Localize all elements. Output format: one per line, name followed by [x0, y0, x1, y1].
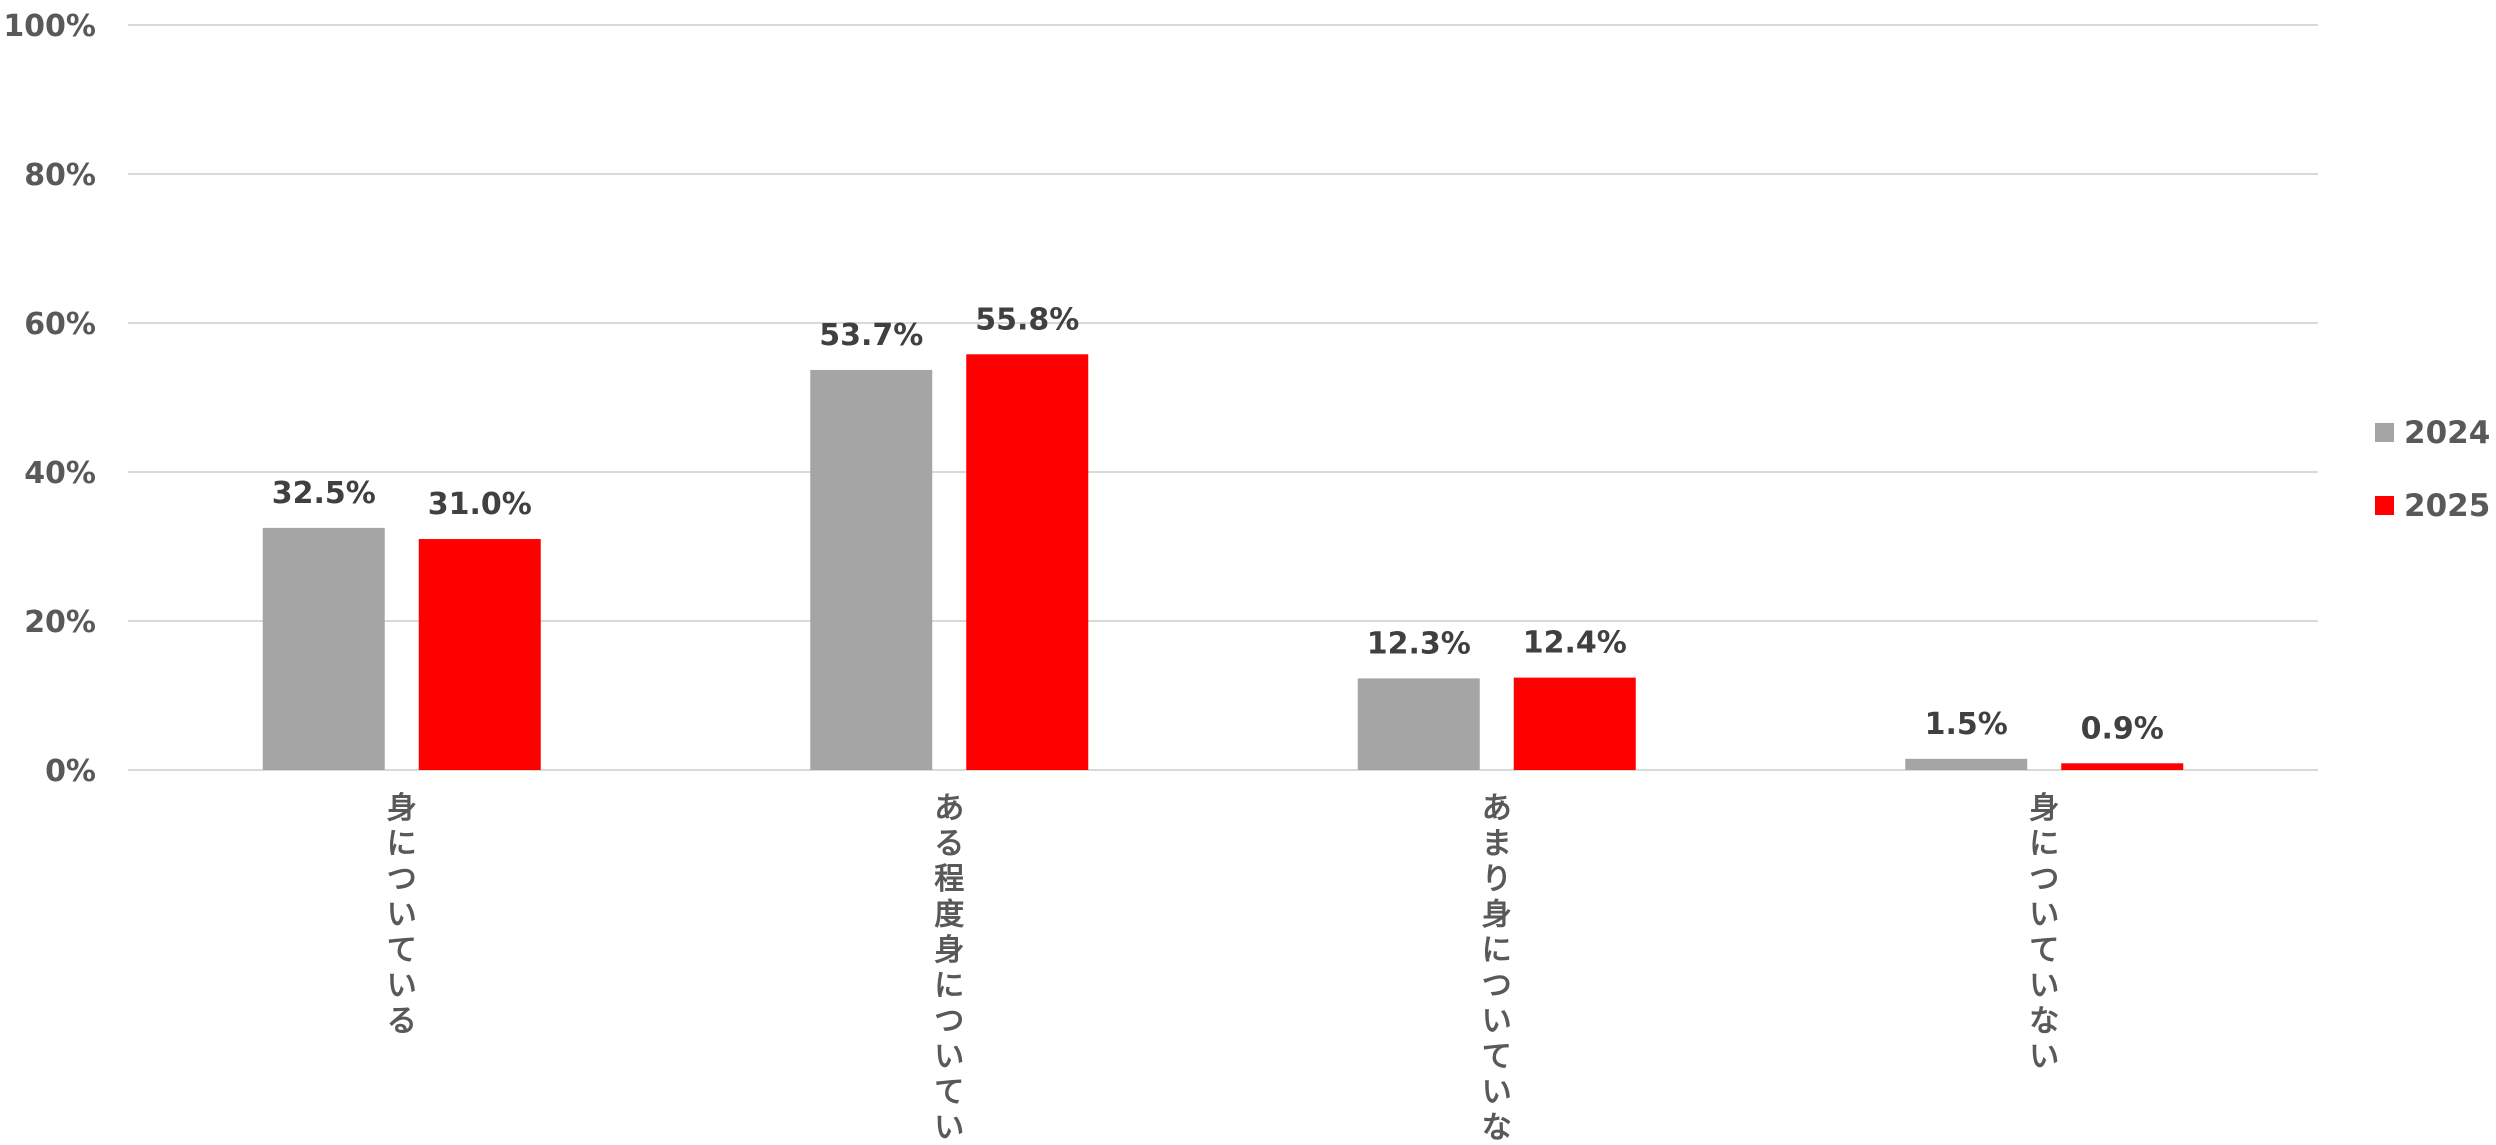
data-label: 55.8%	[975, 302, 1079, 337]
y-axis-ticks: 0% 20% 40% 60% 80% 100%	[3, 9, 96, 789]
category-label: 身についていない	[2029, 791, 2059, 1075]
category-label: ある程度身についている	[934, 791, 964, 1145]
legend-swatch-2024	[2375, 423, 2394, 442]
category-label: 身についている	[387, 791, 417, 1039]
data-label: 12.3%	[1367, 626, 1471, 661]
data-label: 32.5%	[272, 476, 376, 511]
bars	[262, 354, 2184, 770]
category-label: あまり身についていない	[1482, 791, 1512, 1145]
data-label: 31.0%	[428, 487, 532, 522]
bar-2025-1	[966, 354, 1089, 770]
y-tick-label: 100%	[3, 9, 96, 44]
data-label: 12.4%	[1523, 626, 1627, 661]
legend-label: 2024	[2404, 415, 2490, 451]
bar-2025-0	[418, 539, 541, 770]
data-label: 0.9%	[2081, 711, 2164, 746]
y-tick-label: 80%	[24, 158, 96, 193]
legend-swatch-2025	[2375, 496, 2394, 515]
bar-2025-2	[1513, 677, 1636, 770]
legend-label: 2025	[2404, 488, 2490, 524]
data-label: 53.7%	[819, 318, 923, 353]
bar-2024-0	[262, 527, 385, 770]
bar-2024-2	[1357, 678, 1480, 770]
legend: 2024 2025	[2375, 415, 2490, 524]
y-tick-label: 40%	[24, 456, 96, 491]
y-tick-label: 60%	[24, 307, 96, 342]
data-label: 1.5%	[1925, 707, 2008, 742]
bar-2024-3	[1905, 758, 2028, 770]
bar-2024-1	[810, 369, 933, 770]
category-labels: 身についている ある程度身についている あまり身についていない 身についていない	[387, 791, 2060, 1145]
data-labels: 32.5% 31.0% 53.7% 55.8% 12.3% 12.4% 1.5% 0.9%	[272, 302, 2164, 746]
bar-2025-3	[2061, 763, 2184, 770]
y-tick-label: 20%	[24, 605, 96, 640]
y-tick-label: 0%	[45, 754, 96, 789]
